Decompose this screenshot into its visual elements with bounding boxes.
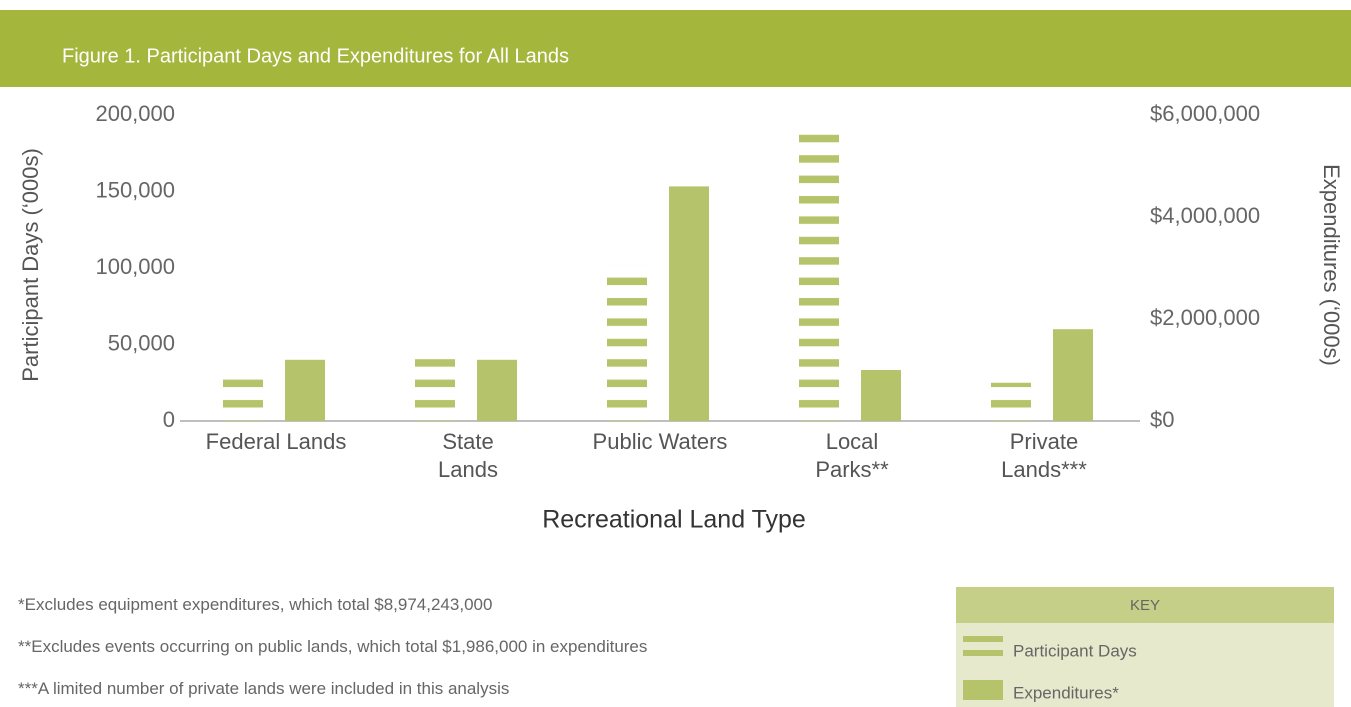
- x-axis-label: Recreational Land Type: [542, 506, 806, 534]
- y2-axis-label: Expenditures (‘000s): [1319, 164, 1344, 366]
- bar: [285, 359, 325, 421]
- x-tick-label: Federal Lands: [205, 429, 347, 454]
- y2-tick-label: $2,000,000: [1150, 305, 1260, 330]
- bar: [991, 382, 1031, 421]
- bar: [223, 367, 263, 421]
- y2-tick-label: $6,000,000: [1150, 101, 1260, 126]
- chart-title: Figure 1. Participant Days and Expenditu…: [62, 45, 569, 67]
- legend-body: [956, 623, 1334, 707]
- footnote: **Excludes events occurring on public la…: [18, 637, 648, 656]
- legend-swatch: [963, 680, 1003, 700]
- y-tick-label: 0: [163, 407, 175, 432]
- y-tick-label: 200,000: [95, 101, 175, 126]
- bar: [799, 122, 839, 422]
- legend-swatch: [963, 650, 1003, 656]
- bar: [477, 359, 517, 421]
- x-tick-label: Local Parks**: [815, 429, 889, 482]
- legend-label: Expenditures*: [1013, 683, 1119, 702]
- bar: [415, 347, 455, 421]
- footnote: *Excludes equipment expenditures, which …: [18, 595, 493, 614]
- footnote: ***A limited number of private lands wer…: [18, 679, 510, 698]
- legend-header: [956, 587, 1334, 623]
- y-tick-label: 100,000: [95, 254, 175, 279]
- legend-swatch: [963, 636, 1003, 642]
- header-band: [0, 10, 1351, 87]
- x-tick-label: State Lands: [438, 429, 498, 482]
- x-tick-label: Private Lands***: [1001, 429, 1087, 482]
- y2-tick-label: $4,000,000: [1150, 203, 1260, 228]
- y-tick-label: 50,000: [108, 330, 175, 355]
- y-tick-label: 150,000: [95, 177, 175, 202]
- x-tick-label: Public Waters: [592, 429, 728, 454]
- legend-label: Participant Days: [1013, 641, 1137, 660]
- legend-title: KEY: [1130, 597, 1160, 614]
- y2-tick-label: $0: [1150, 407, 1174, 432]
- y-axis-label: Participant Days (‘000s): [18, 148, 43, 382]
- bar: [1053, 329, 1093, 421]
- bar: [669, 186, 709, 421]
- bar: [607, 264, 647, 421]
- bar: [861, 370, 901, 421]
